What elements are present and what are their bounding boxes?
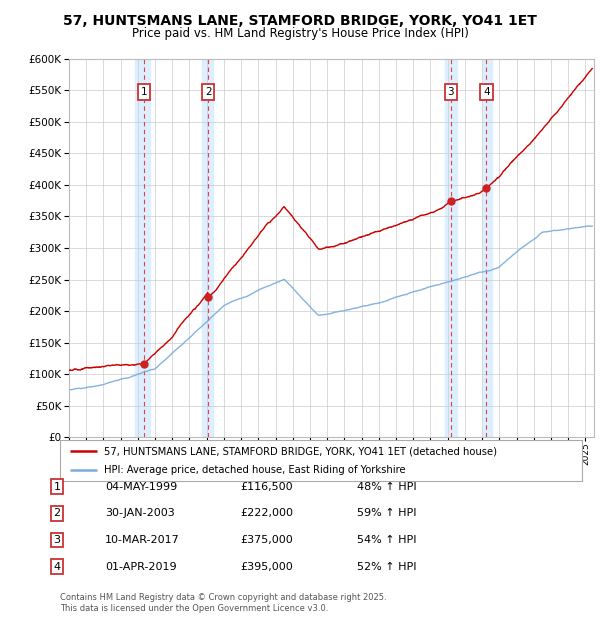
- Text: 54% ↑ HPI: 54% ↑ HPI: [357, 535, 416, 545]
- Text: Contains HM Land Registry data © Crown copyright and database right 2025.
This d: Contains HM Land Registry data © Crown c…: [60, 593, 386, 613]
- Text: 04-MAY-1999: 04-MAY-1999: [105, 482, 177, 492]
- Text: 10-MAR-2017: 10-MAR-2017: [105, 535, 180, 545]
- Text: HPI: Average price, detached house, East Riding of Yorkshire: HPI: Average price, detached house, East…: [104, 464, 406, 475]
- Bar: [483, 59, 493, 437]
- Text: 3: 3: [53, 535, 61, 545]
- Bar: [135, 59, 150, 437]
- Bar: [202, 59, 213, 437]
- Text: 4: 4: [483, 87, 490, 97]
- Text: 57, HUNTSMANS LANE, STAMFORD BRIDGE, YORK, YO41 1ET: 57, HUNTSMANS LANE, STAMFORD BRIDGE, YOR…: [63, 14, 537, 28]
- Text: 57, HUNTSMANS LANE, STAMFORD BRIDGE, YORK, YO41 1ET (detached house): 57, HUNTSMANS LANE, STAMFORD BRIDGE, YOR…: [104, 446, 497, 456]
- Text: 52% ↑ HPI: 52% ↑ HPI: [357, 562, 416, 572]
- Text: 01-APR-2019: 01-APR-2019: [105, 562, 176, 572]
- Text: 1: 1: [140, 87, 147, 97]
- Text: Price paid vs. HM Land Registry's House Price Index (HPI): Price paid vs. HM Land Registry's House …: [131, 27, 469, 40]
- Text: 2: 2: [53, 508, 61, 518]
- Text: 30-JAN-2003: 30-JAN-2003: [105, 508, 175, 518]
- Text: £222,000: £222,000: [240, 508, 293, 518]
- Text: £116,500: £116,500: [240, 482, 293, 492]
- Text: £375,000: £375,000: [240, 535, 293, 545]
- Text: 4: 4: [53, 562, 61, 572]
- Bar: [445, 59, 457, 437]
- Text: 1: 1: [53, 482, 61, 492]
- Text: 2: 2: [205, 87, 211, 97]
- Text: 59% ↑ HPI: 59% ↑ HPI: [357, 508, 416, 518]
- Text: £395,000: £395,000: [240, 562, 293, 572]
- Text: 48% ↑ HPI: 48% ↑ HPI: [357, 482, 416, 492]
- Text: 3: 3: [448, 87, 454, 97]
